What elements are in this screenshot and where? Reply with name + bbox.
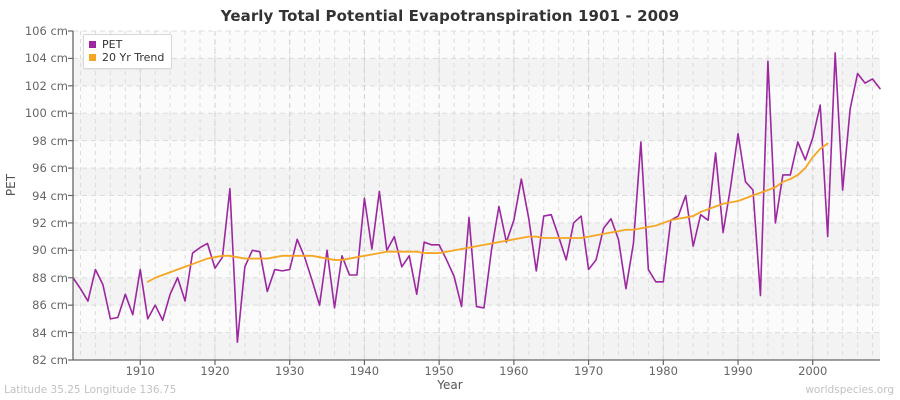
- x-axis-title: Year: [437, 378, 463, 392]
- y-tick-label: 84 cm: [32, 325, 68, 340]
- legend-swatch-pet: [89, 41, 96, 48]
- series-line-20-yr-trend: [146, 142, 829, 283]
- x-tick-label: 1980: [648, 364, 678, 378]
- y-axis-tick-labels: 106 cm 104 cm 102 cm 100 cm 98 cm 96 cm 94 cm 9…: [0, 0, 68, 400]
- x-tick-label: 1930: [275, 364, 305, 378]
- y-tick-label: 104 cm: [24, 51, 68, 66]
- x-tick-label: 1950: [424, 364, 454, 378]
- x-tick-label: 1960: [499, 364, 529, 378]
- x-tick-label: 1970: [573, 364, 604, 378]
- y-tick-label: 82 cm: [32, 353, 68, 367]
- grid-band: [73, 168, 880, 196]
- x-tick-label: 1990: [723, 364, 753, 378]
- grid-band: [73, 113, 880, 141]
- y-tick-label: 100 cm: [24, 106, 68, 121]
- legend-label-trend: 20 Yr Trend: [102, 51, 165, 64]
- y-tick-label: 94 cm: [32, 188, 68, 203]
- y-tick-label: 102 cm: [24, 78, 68, 93]
- y-tick-label: 86 cm: [32, 298, 68, 313]
- chart-title: Yearly Total Potential Evapotranspiratio…: [220, 7, 680, 25]
- chart-legend: PET 20 Yr Trend: [83, 34, 173, 69]
- x-tick-label: 1910: [125, 364, 155, 378]
- legend-item-trend[interactable]: 20 Yr Trend: [89, 51, 164, 64]
- x-tick-label: 1940: [349, 364, 380, 378]
- series-line-pet: [72, 52, 881, 343]
- site-watermark: worldspecies.org: [805, 384, 894, 396]
- grid-band: [73, 58, 880, 86]
- legend-swatch-trend: [89, 54, 96, 61]
- y-tick-label: 92 cm: [32, 215, 68, 230]
- grid-band: [73, 332, 880, 360]
- coordinates-caption: Latitude 35.25 Longitude 136.75: [4, 384, 177, 396]
- legend-item-pet[interactable]: PET: [89, 38, 164, 51]
- y-tick-label: 96 cm: [32, 161, 68, 176]
- x-tick-label: 2000: [798, 364, 828, 378]
- y-tick-label: 98 cm: [32, 133, 68, 148]
- y-tick-label: 88 cm: [32, 270, 68, 285]
- legend-label-pet: PET: [102, 38, 123, 51]
- y-tick-label: 90 cm: [32, 243, 68, 258]
- x-tick-label: 1920: [200, 364, 230, 378]
- y-tick-label: 106 cm: [24, 24, 68, 38]
